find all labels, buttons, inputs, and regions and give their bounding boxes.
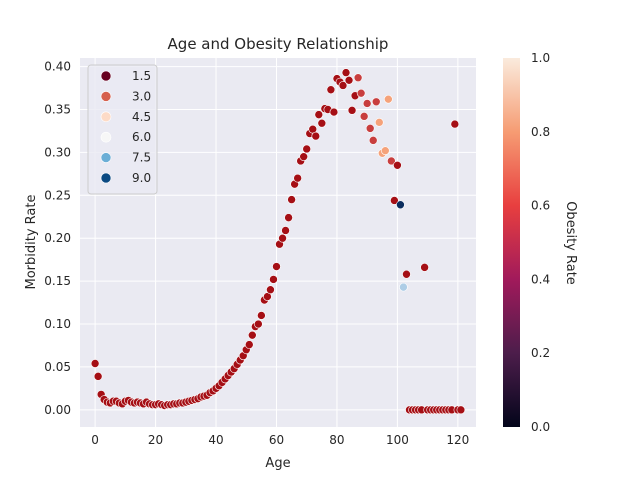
scatter-point <box>293 173 302 183</box>
scatter-point <box>362 99 372 108</box>
legend-label: 1.5 <box>132 69 151 83</box>
legend-marker <box>100 172 112 184</box>
scatter-point <box>269 275 278 284</box>
scatter-point <box>314 110 324 119</box>
legend-label: 4.5 <box>132 110 151 124</box>
data-points <box>90 68 466 415</box>
scatter-point <box>254 319 263 329</box>
x-axis-title: Age <box>265 456 290 471</box>
scatter-point <box>266 285 275 294</box>
y-tick-label: 0.35 <box>44 102 71 116</box>
x-tick-label: 20 <box>148 433 163 447</box>
scatter-point <box>402 269 411 279</box>
scatter-point <box>450 119 460 129</box>
scatter-point <box>93 372 103 381</box>
x-tick-label: 100 <box>386 433 409 447</box>
scatter-point <box>359 112 369 121</box>
colorbar-tick-label: 1.0 <box>531 51 550 65</box>
y-tick-label: 0.00 <box>44 403 71 417</box>
scatter-point <box>384 94 393 104</box>
scatter-point <box>420 263 429 272</box>
x-tick-label: 80 <box>329 433 344 447</box>
x-tick-label: 40 <box>208 433 223 447</box>
legend-label: 6.0 <box>132 130 151 144</box>
y-tick-label: 0.20 <box>44 231 71 245</box>
legend-marker <box>100 152 112 163</box>
legend-marker <box>100 70 112 82</box>
scatter-point <box>374 118 384 127</box>
legend-label: 7.5 <box>132 151 151 165</box>
scatter-point <box>90 359 100 368</box>
scatter-point <box>338 81 348 90</box>
y-axis-title: Morbidity Rate <box>24 195 39 290</box>
legend-marker <box>100 91 112 102</box>
scatter-point <box>311 131 321 141</box>
scatter-point <box>390 196 399 205</box>
y-tick-label: 0.05 <box>44 360 71 374</box>
scatter-point <box>456 405 466 415</box>
scatter-point <box>284 213 293 222</box>
y-tick-label: 0.40 <box>44 60 71 74</box>
colorbar-tick-label: 0.6 <box>531 199 550 213</box>
legend: 1.5 3.0 4.5 6.0 7.5 9.0 <box>87 64 158 195</box>
colorbar <box>503 58 520 427</box>
scatter-point <box>257 311 266 320</box>
scatter-point <box>302 144 312 154</box>
scatter-point <box>281 226 290 235</box>
legend-marker <box>100 131 112 143</box>
x-tick-labels: 0 20 40 60 80 100 120 <box>91 433 469 447</box>
scatter-point <box>387 156 396 166</box>
colorbar-ticks: 0.0 0.2 0.4 0.6 0.8 1.0 <box>531 51 550 434</box>
scatter-point <box>399 282 408 292</box>
colorbar-tick-label: 0.2 <box>531 346 550 360</box>
scatter-point <box>299 152 308 161</box>
legend-marker <box>100 111 112 123</box>
x-tick-label: 120 <box>446 433 469 447</box>
colorbar-tick-label: 0.4 <box>531 272 550 286</box>
scatter-point <box>272 262 281 271</box>
scatter-point <box>356 88 366 98</box>
colorbar-tick-label: 0.0 <box>531 420 550 434</box>
scatter-point <box>353 73 363 83</box>
y-tick-label: 0.25 <box>44 188 71 202</box>
scatter-point <box>371 97 381 107</box>
scatter-point <box>287 195 296 204</box>
scatter-point <box>317 118 327 128</box>
y-tick-labels: 0.00 0.05 0.10 0.15 0.20 0.25 0.30 0.35 0.40 <box>44 60 71 417</box>
scatter-point <box>341 68 351 77</box>
scatter-point <box>347 106 357 115</box>
scatter-point <box>278 233 287 243</box>
scatter-point <box>393 160 402 170</box>
grid <box>80 58 476 427</box>
scatter-point <box>244 340 254 349</box>
x-tick-label: 60 <box>269 433 284 447</box>
x-tick-label: 0 <box>91 433 99 447</box>
scatter-point <box>326 85 336 95</box>
scatter-point <box>248 330 257 340</box>
y-tick-label: 0.10 <box>44 317 71 331</box>
legend-label: 3.0 <box>132 89 151 103</box>
scatter-point <box>344 76 354 85</box>
scatter-point <box>368 136 378 145</box>
chart-title: Age and Obesity Relationship <box>168 35 389 53</box>
scatter-point <box>396 200 405 210</box>
legend-label: 9.0 <box>132 171 151 185</box>
scatter-point <box>381 146 390 155</box>
y-tick-label: 0.15 <box>44 274 71 288</box>
scatter-point <box>365 124 375 133</box>
scatter-point <box>329 107 339 117</box>
y-tick-label: 0.30 <box>44 145 71 159</box>
colorbar-label: Obesity Rate <box>563 201 578 285</box>
colorbar-tick-label: 0.8 <box>531 125 550 139</box>
